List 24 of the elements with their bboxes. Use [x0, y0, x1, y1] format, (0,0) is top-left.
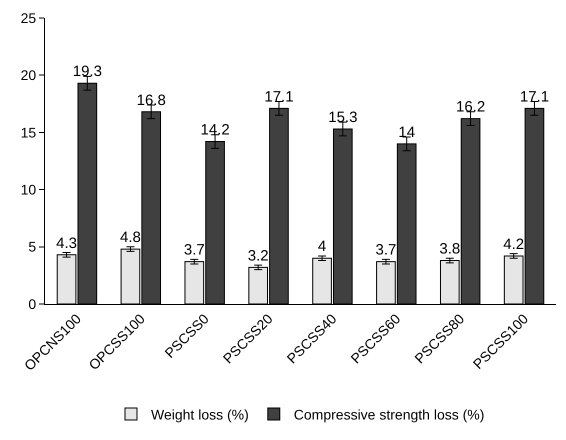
- y-tick-label: 15: [20, 124, 36, 140]
- y-tick-label: 5: [28, 238, 36, 255]
- y-tick-label: 10: [20, 182, 36, 198]
- data-label: 4.3: [56, 234, 77, 252]
- data-label: 4: [318, 238, 326, 256]
- y-tick-label: 25: [20, 10, 36, 26]
- data-label: 17.1: [264, 88, 294, 106]
- data-label: 14: [398, 124, 416, 141]
- data-label: 3.7: [376, 242, 396, 259]
- data-label: 3.8: [439, 240, 460, 258]
- data-label: 4.2: [503, 236, 524, 253]
- data-label: 15.3: [328, 108, 358, 126]
- data-label: 16.2: [456, 98, 486, 116]
- legend-label: Compressive strength loss (%): [294, 406, 484, 422]
- y-tick-label: 0: [28, 296, 36, 312]
- data-label: 19.3: [72, 63, 102, 80]
- data-label: 14.2: [200, 122, 230, 139]
- y-tick-label: 20: [20, 67, 36, 84]
- data-label: 17.1: [520, 88, 550, 106]
- data-label: 4.8: [120, 229, 141, 246]
- data-label: 3.2: [248, 247, 269, 264]
- data-label: 16.8: [136, 92, 166, 109]
- data-label: 3.7: [184, 242, 205, 259]
- legend-label: Weight loss (%): [151, 406, 249, 422]
